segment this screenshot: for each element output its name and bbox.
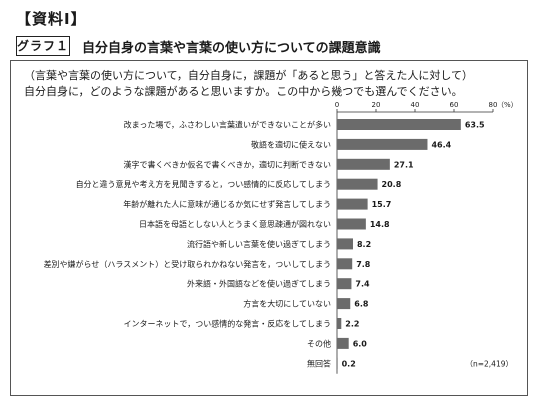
- category-label: 外来語・外国語などを使い過ぎてしまう: [187, 279, 331, 289]
- value-label: 46.4: [431, 140, 451, 149]
- category-label: 差別や嫌がらせ（ハラスメント）と受け取られかねない発言を，ついしてしまう: [44, 259, 331, 269]
- chart-panel: [10, 60, 528, 396]
- value-label: 15.7: [372, 200, 392, 209]
- value-label: 7.4: [355, 280, 370, 289]
- bar: [337, 258, 353, 270]
- bar: [337, 238, 353, 250]
- x-tick-label: 20: [372, 101, 381, 109]
- bar: [337, 178, 378, 190]
- question-line-2: 自分自身に，どのような課題があると思いますか。この中から幾つでも選んでください。: [24, 85, 463, 98]
- x-tick-label: 0: [335, 101, 339, 109]
- x-tick-label: 80: [489, 101, 498, 109]
- question-line-1: （言葉や言葉の使い方について，自分自身に，課題が「あると思う」と答えた人に対して…: [24, 69, 474, 82]
- category-label: その他: [307, 338, 331, 348]
- bar: [337, 278, 352, 290]
- category-label: 日本語を母語としない人とうまく意思疎通が図れない: [139, 219, 331, 229]
- category-label: 無回答: [307, 358, 331, 368]
- bar: [337, 119, 461, 130]
- category-label: 漢字で書くべきか仮名で書くべきか，適切に判断できない: [123, 159, 331, 169]
- category-label: 自分と違う意見や考え方を見聞きすると，つい感情的に反応してしまう: [76, 179, 331, 189]
- value-label: 0.2: [342, 359, 356, 368]
- bar: [337, 337, 349, 349]
- category-label: インターネットで，つい感情的な発言・反応をしてしまう: [124, 319, 331, 329]
- bar: [337, 138, 428, 150]
- bar: [337, 298, 351, 310]
- bar: [337, 198, 368, 210]
- category-label: 改まった場で，ふさわしい言葉遣いができないことが多い: [124, 120, 331, 130]
- value-label: 20.8: [382, 180, 402, 189]
- category-label: 流行語や新しい言葉を使い過ぎてしまう: [187, 239, 331, 249]
- bar: [337, 218, 366, 230]
- value-label: 2.2: [345, 320, 359, 329]
- x-tick-label: 40: [411, 101, 420, 109]
- value-label: 6.0: [353, 339, 368, 348]
- value-label: 8.2: [357, 240, 371, 249]
- bar: [337, 357, 338, 369]
- value-label: 27.1: [394, 160, 414, 169]
- value-label: 63.5: [465, 121, 485, 130]
- sample-size-note: （n=2,419）: [465, 359, 513, 368]
- bar: [337, 318, 342, 329]
- section-label: 【資料Ⅰ】: [16, 10, 87, 28]
- category-label: 敬語を適切に使えない: [251, 139, 331, 149]
- value-label: 14.8: [370, 220, 390, 229]
- graph-title: 自分自身の言葉や言葉の使い方についての課題意識: [82, 41, 381, 56]
- category-label: 年齢が離れた人に意味が通じるか気にせず発言してしまう: [123, 199, 331, 209]
- bar: [337, 158, 390, 170]
- x-unit-label: （%）: [497, 101, 518, 109]
- x-tick-label: 60: [450, 101, 459, 109]
- value-label: 7.8: [356, 260, 371, 269]
- value-label: 6.8: [354, 300, 369, 309]
- graph-number-label: グラフ１: [16, 36, 70, 56]
- category-label: 方言を大切にしていない: [243, 299, 331, 309]
